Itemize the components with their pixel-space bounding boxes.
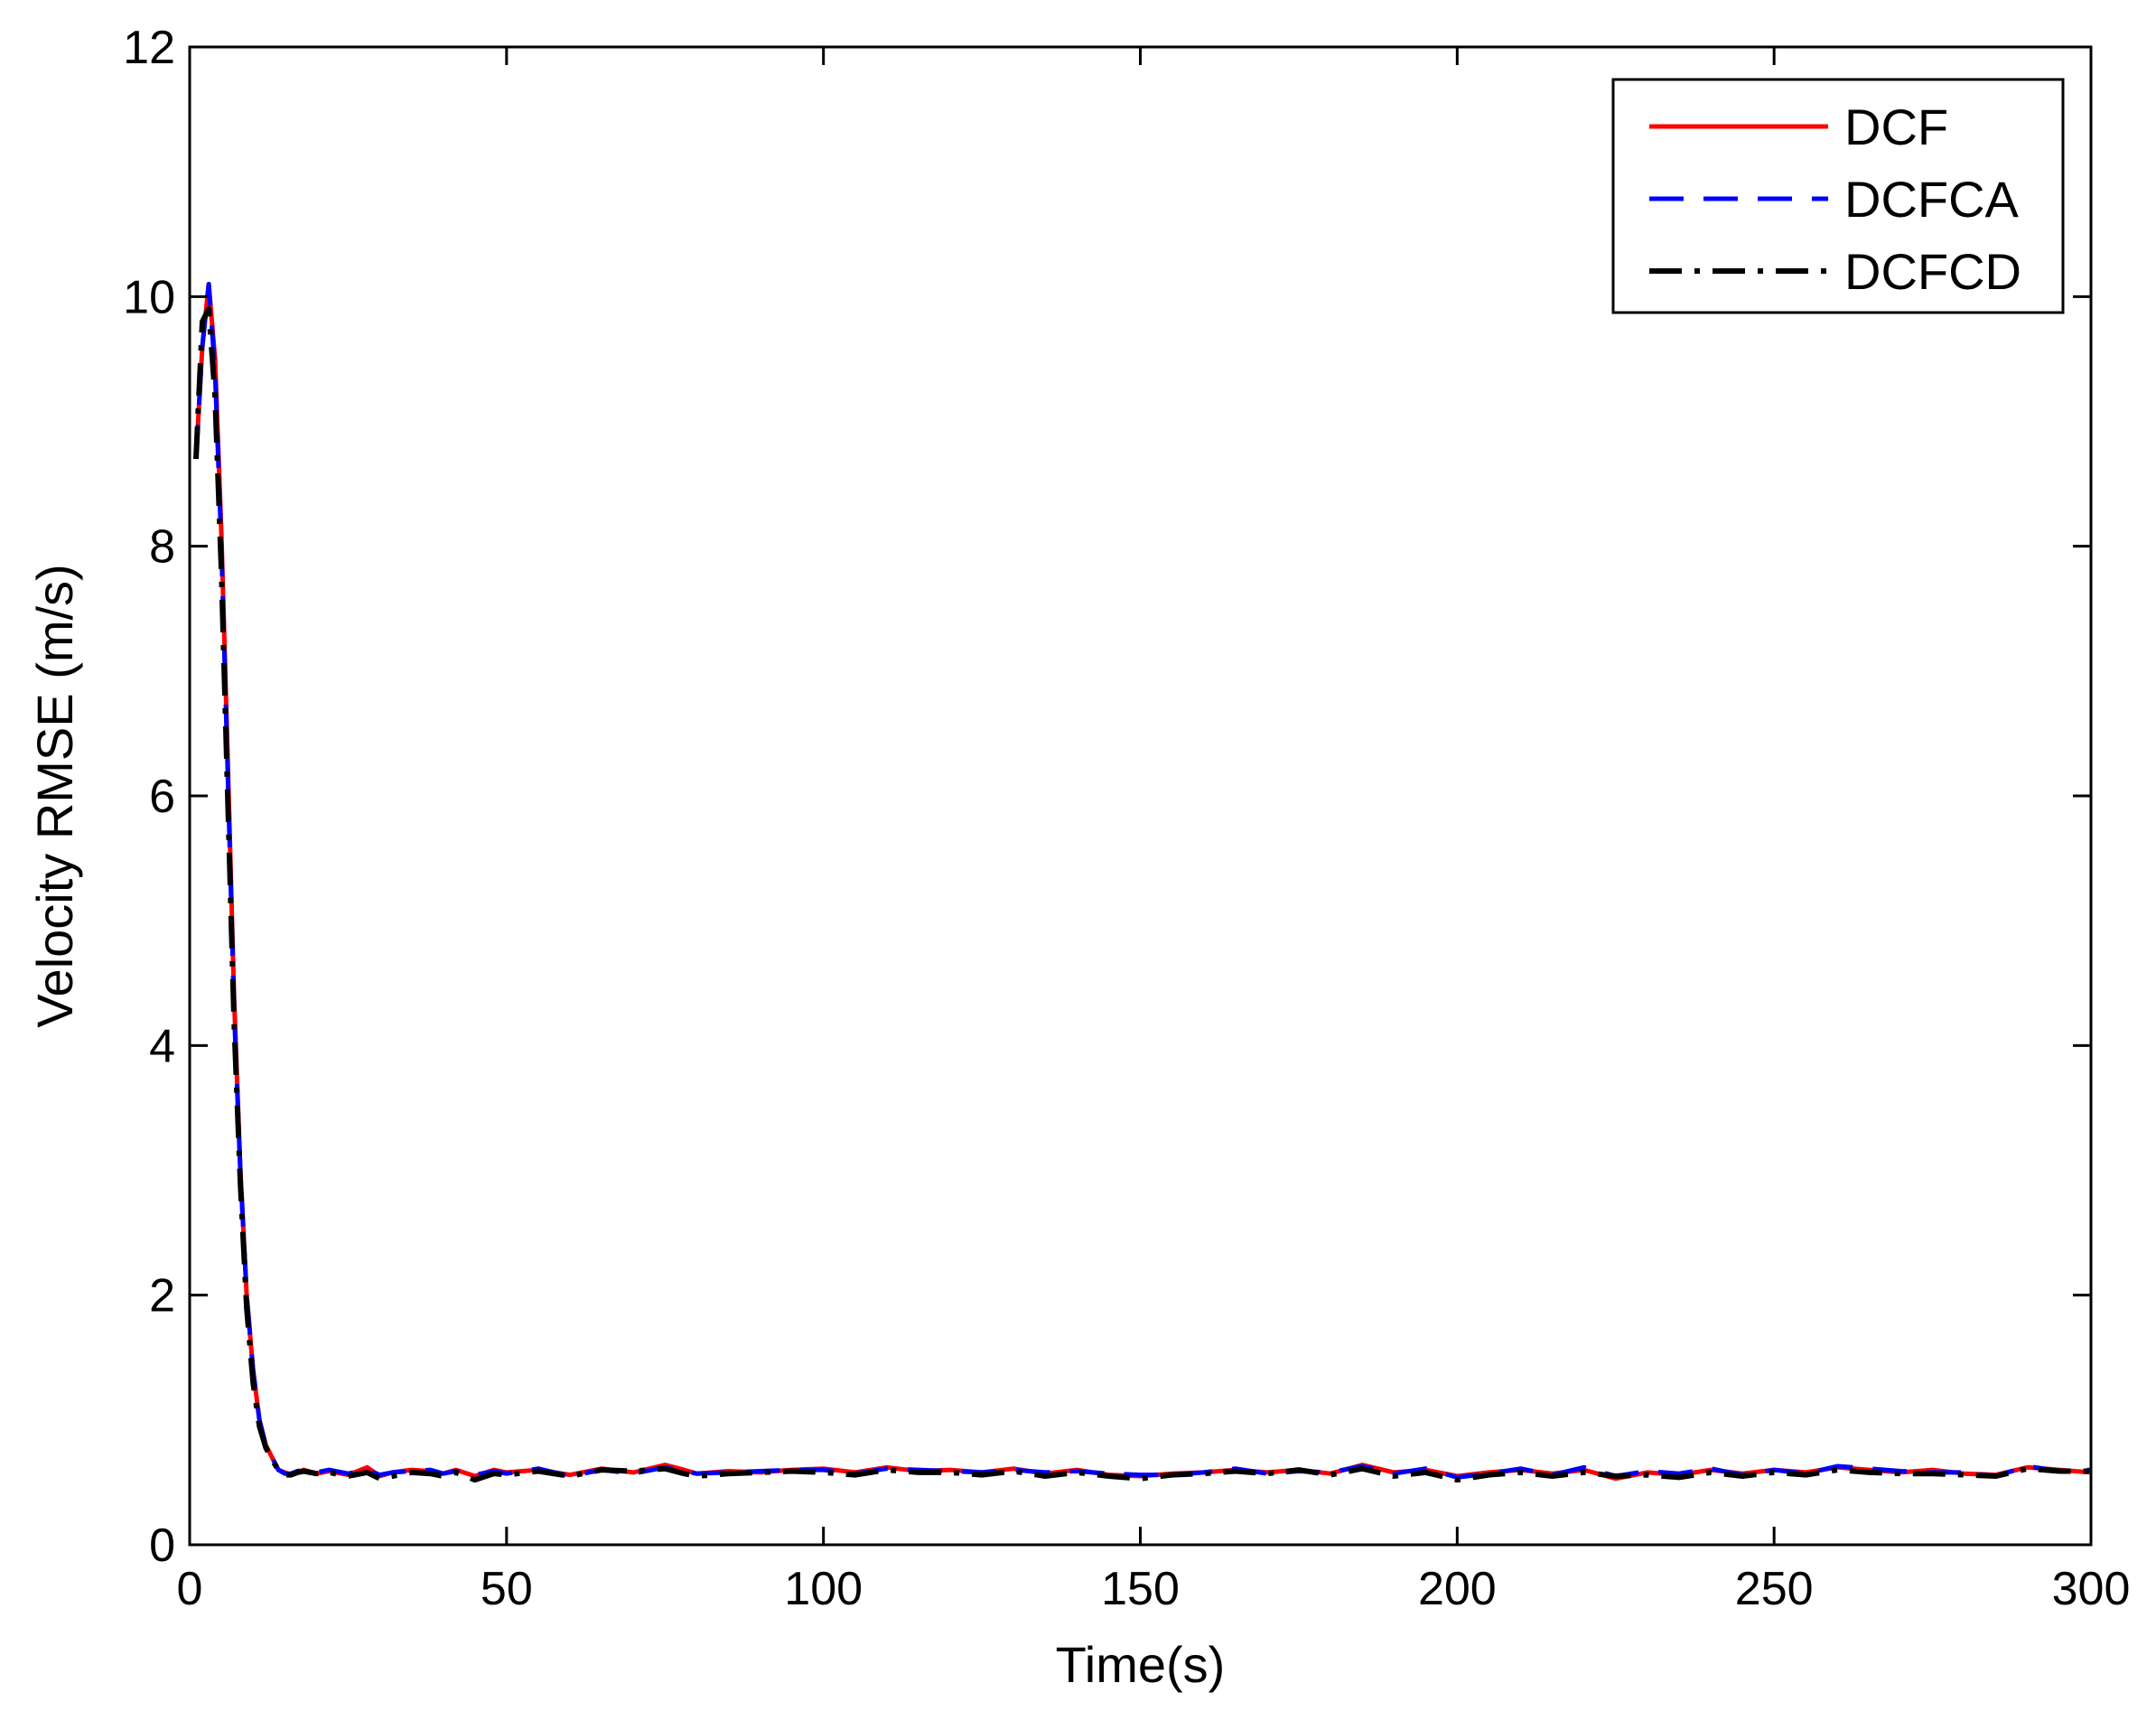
y-tick-label: 0 xyxy=(149,1519,175,1572)
x-tick-label: 150 xyxy=(1101,1563,1180,1615)
legend-label-dcf: DCF xyxy=(1844,98,1948,155)
series-line-dcfcd xyxy=(193,306,2091,1483)
x-tick-label: 250 xyxy=(1735,1563,1814,1615)
x-tick-label: 50 xyxy=(481,1563,533,1615)
tick-labels: 0 50 100 150 200 250 300 0 2 4 6 8 10 12 xyxy=(123,22,2130,1615)
y-tick-label: 8 xyxy=(149,521,175,574)
axis-ticks xyxy=(188,45,2093,1547)
y-tick-label: 2 xyxy=(149,1270,175,1323)
y-tick-label: 6 xyxy=(149,771,175,823)
x-tick-label: 0 xyxy=(177,1563,203,1615)
legend-label-dcfcd: DCFCD xyxy=(1844,243,2021,300)
y-tick-label: 12 xyxy=(123,22,175,74)
plot-lines xyxy=(193,282,2092,1483)
legend: DCF DCFCA DCFCD xyxy=(1611,78,2065,314)
y-tick-label: 10 xyxy=(123,271,175,323)
x-tick-label: 300 xyxy=(2052,1563,2131,1615)
y-axis-label: Velocity RMSE (m/s) xyxy=(26,564,83,1027)
legend-box xyxy=(1611,78,2065,314)
x-tick-label: 200 xyxy=(1418,1563,1497,1615)
y-tick-label: 4 xyxy=(149,1020,175,1072)
legend-label-dcfca: DCFCA xyxy=(1844,171,2020,228)
x-axis-label: Time(s) xyxy=(1056,1636,1226,1693)
x-tick-label: 100 xyxy=(784,1563,863,1615)
